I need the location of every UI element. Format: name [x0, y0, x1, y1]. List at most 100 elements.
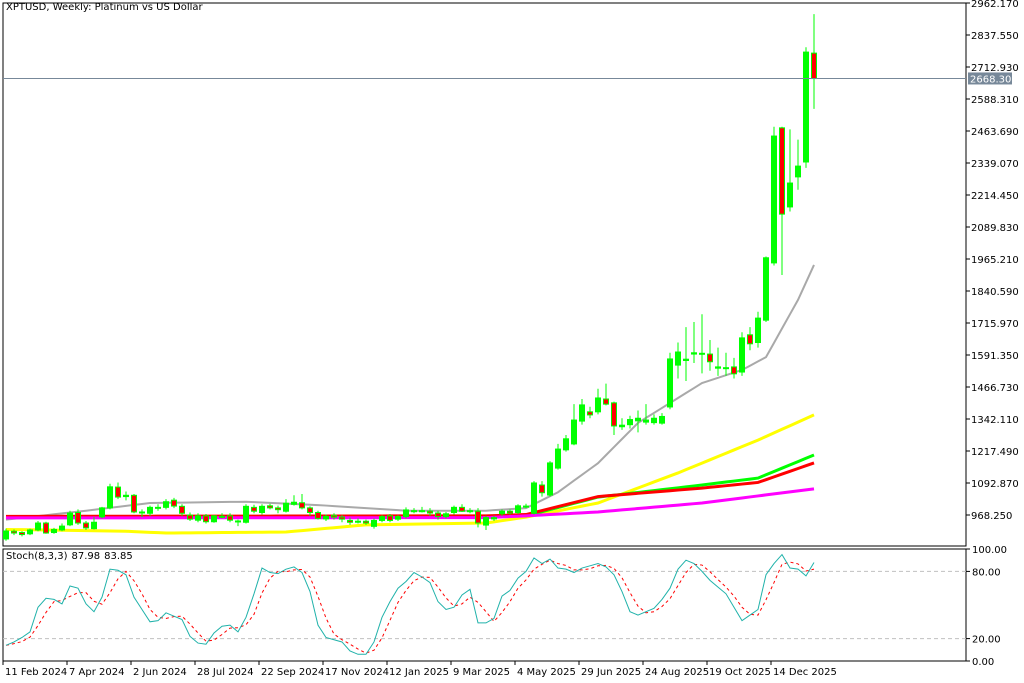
candle	[347, 517, 353, 525]
candle	[707, 339, 713, 371]
candle-body	[491, 517, 497, 520]
candle-body	[267, 505, 273, 509]
candle	[803, 47, 809, 168]
candle-body	[187, 514, 193, 520]
moving-average-line	[5, 453, 815, 520]
candle	[467, 508, 473, 514]
candle	[115, 482, 121, 500]
candle	[139, 509, 145, 518]
time-tick-label: 7 Apr 2024	[69, 667, 124, 678]
stoch-signal-line	[5, 559, 815, 654]
candle	[747, 327, 753, 351]
candle-body	[227, 515, 233, 521]
candle-body	[99, 507, 105, 518]
candle	[355, 518, 361, 524]
candle-body	[131, 494, 137, 513]
candle	[395, 515, 401, 521]
candle	[211, 515, 217, 523]
candle-body	[275, 507, 281, 511]
candle-body	[755, 317, 761, 344]
candle-body	[611, 402, 617, 427]
candle-body	[67, 512, 73, 526]
candle-body	[715, 366, 721, 369]
stoch-tick-label: 20.00	[972, 635, 1001, 646]
candle	[667, 352, 673, 410]
candle-body	[107, 486, 113, 509]
candle-body	[635, 417, 641, 422]
candle	[811, 14, 817, 109]
stoch-name: Stoch(8,3,3)	[6, 551, 68, 562]
time-tick-label: 22 Sep 2024	[261, 667, 324, 678]
stoch-pane-frame	[2, 548, 967, 662]
time-tick-label: 28 Jul 2024	[197, 667, 254, 678]
candle-body	[115, 486, 121, 498]
candle	[107, 483, 113, 510]
candle	[371, 518, 377, 529]
candle	[643, 404, 649, 425]
candle-body	[699, 352, 705, 355]
candle	[587, 406, 593, 419]
stoch-signal-value: 83.85	[104, 551, 133, 562]
candle	[147, 505, 153, 516]
moving-average-line	[5, 413, 815, 535]
candle-body	[643, 419, 649, 423]
stoch-main-line	[5, 553, 815, 655]
candle-body	[51, 528, 57, 534]
candle	[547, 461, 553, 497]
time-tick-label: 4 May 2025	[517, 667, 576, 678]
candle	[795, 139, 801, 190]
candle-body	[475, 510, 481, 524]
candle	[331, 513, 337, 520]
candle	[51, 527, 57, 534]
candle-body	[91, 521, 97, 530]
price-tick-label: 2089.830	[971, 223, 1019, 234]
candle	[699, 314, 705, 374]
candle-body	[683, 358, 689, 361]
candle-body	[747, 334, 753, 345]
candle	[411, 508, 417, 514]
candle	[483, 515, 489, 530]
candle-body	[459, 506, 465, 512]
candle-body	[371, 519, 377, 527]
candle	[19, 531, 25, 537]
candle-body	[467, 510, 473, 513]
candle	[523, 503, 529, 509]
candle-body	[427, 510, 433, 514]
price-tick-label: 1840.590	[971, 287, 1019, 298]
candle-body	[555, 448, 561, 469]
candle	[219, 513, 225, 519]
candle	[387, 514, 393, 523]
candle	[43, 521, 49, 534]
chart-title: XPTUSD, Weekly: Platinum vs US Dollar	[6, 2, 203, 13]
candle	[75, 509, 81, 525]
candle	[275, 505, 281, 514]
candle-body	[803, 51, 809, 163]
candle	[91, 517, 97, 530]
candle-body	[75, 511, 81, 524]
candle-body	[123, 494, 129, 498]
candle	[123, 491, 129, 501]
candle	[563, 434, 569, 452]
candle-body	[395, 516, 401, 520]
candle	[723, 352, 729, 376]
price-tick-label: 1092.870	[971, 479, 1019, 490]
candle	[675, 342, 681, 379]
candle	[259, 504, 265, 515]
price-tick-label: 1342.110	[971, 415, 1019, 426]
candle	[739, 332, 745, 376]
candle-body	[339, 516, 345, 520]
candle	[651, 414, 657, 425]
candle-body	[43, 522, 49, 534]
candle	[3, 528, 9, 541]
candle-body	[603, 398, 609, 405]
price-tick-label: 2214.450	[971, 191, 1019, 202]
stoch-tick-label: 80.00	[972, 567, 1001, 578]
candle-body	[171, 499, 177, 507]
candle	[379, 515, 385, 523]
candle-body	[379, 516, 385, 521]
candle-body	[739, 337, 745, 373]
candle-body	[675, 351, 681, 366]
candle-body	[195, 515, 201, 521]
moving-average-line	[5, 264, 815, 521]
